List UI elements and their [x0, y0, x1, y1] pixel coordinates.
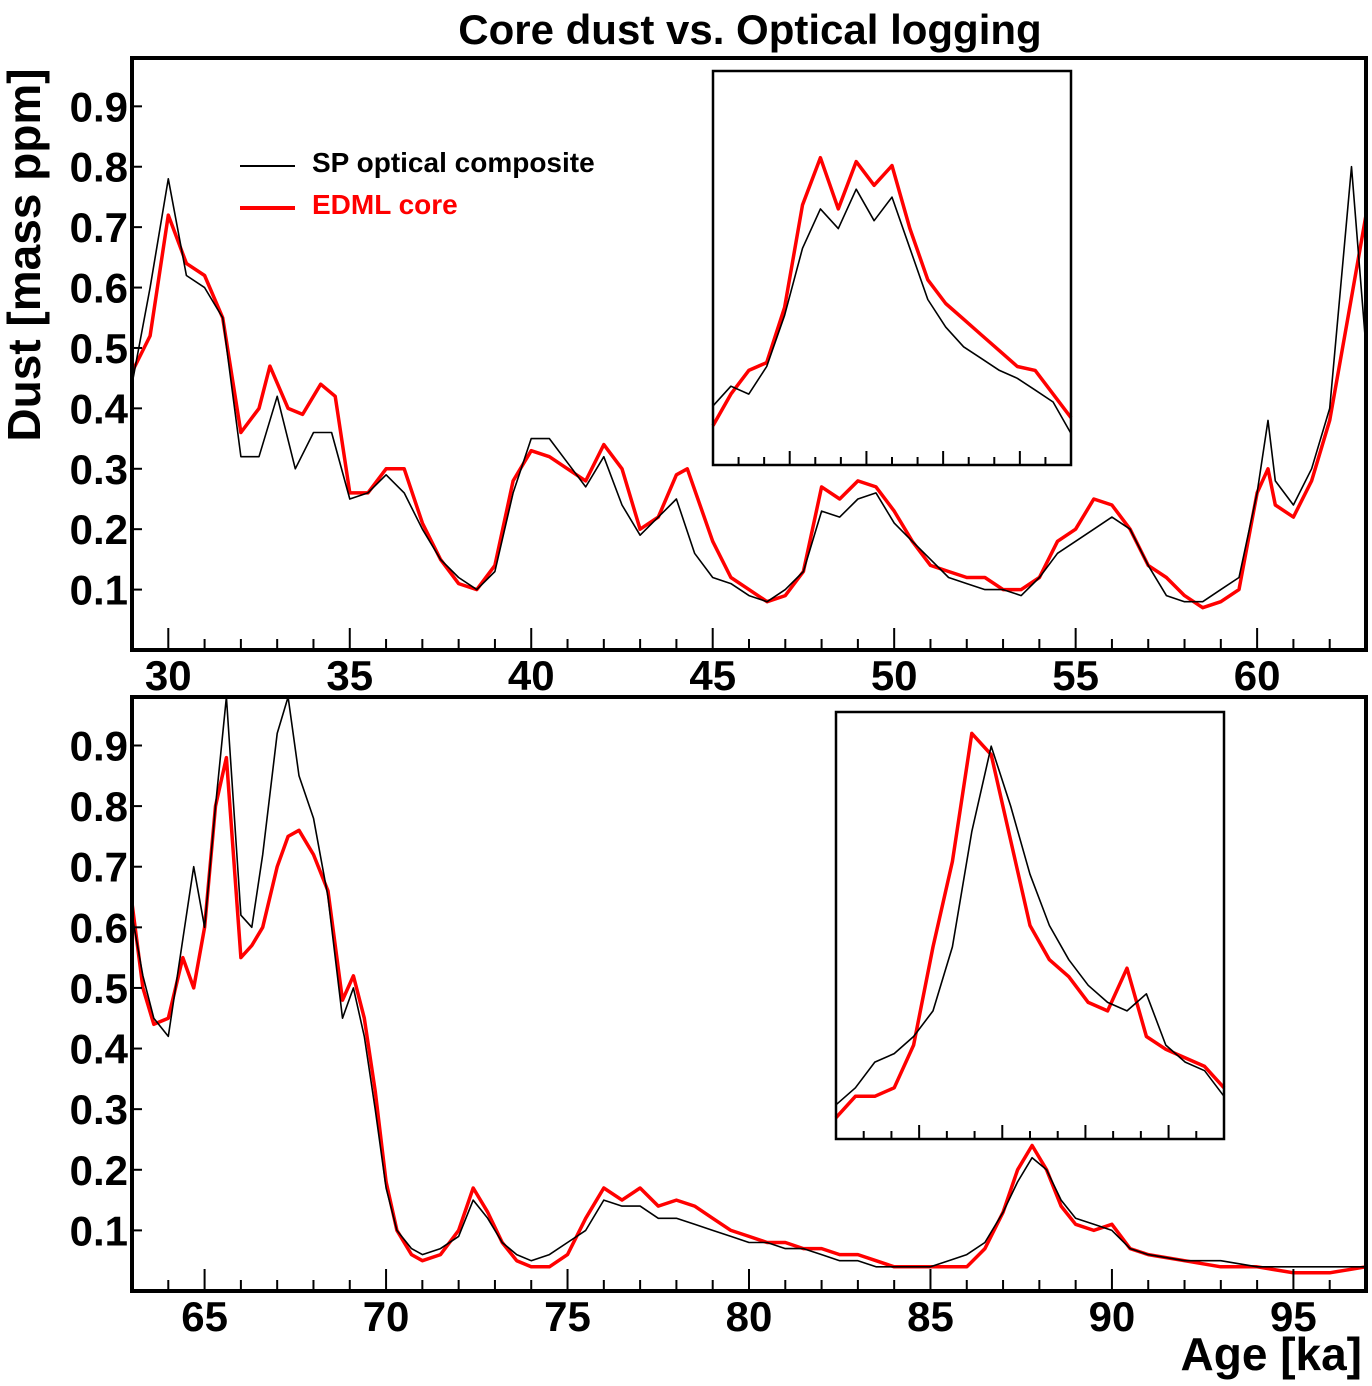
top-panel: 30 35 40 45 50 55 60 0.1 0.2 0.3 0.4 0.5 0.6 0.7 0.8 0.…	[70, 56, 1368, 699]
top-x-tick-label: 45	[689, 652, 736, 699]
top-y-tick-label: 0.5	[70, 325, 128, 372]
top-y-tick-label: 0.3	[70, 446, 128, 493]
top-y-tick-label: 0.2	[70, 506, 128, 553]
bottom-x-tick-label: 75	[544, 1293, 591, 1340]
top-y-tick-label: 0.6	[70, 265, 128, 312]
top-y-tick-label: 0.7	[70, 204, 128, 251]
bottom-y-tick-label: 0.3	[70, 1086, 128, 1133]
legend: SP optical composite EDML core	[240, 147, 595, 220]
top-x-tick-label: 55	[1052, 652, 1099, 699]
bottom-y-tick-label: 0.7	[70, 844, 128, 891]
bottom-inset-frame	[834, 710, 1226, 1141]
bottom-inset-series-edml-core	[834, 731, 1226, 1119]
top-frame	[130, 56, 1368, 652]
bottom-y-tick-label: 0.5	[70, 965, 128, 1012]
legend-label-core: EDML core	[312, 189, 458, 220]
top-inset	[711, 69, 1073, 467]
top-y-tick-label: 0.9	[70, 83, 128, 130]
bottom-series-sp-optical	[131, 696, 1366, 1268]
top-x-tick-label: 60	[1234, 652, 1281, 699]
top-x-tick-label: 40	[508, 652, 555, 699]
x-axis-label: Age [ka]	[1181, 1328, 1362, 1380]
top-inset-series-sp-optical	[712, 188, 1072, 434]
top-y-tick-label: 0.1	[70, 567, 128, 614]
top-inset-frame	[711, 69, 1073, 467]
bottom-x-tick-label: 80	[726, 1293, 773, 1340]
chart-title: Core dust vs. Optical logging	[458, 6, 1041, 53]
top-series-edml-core	[130, 213, 1368, 610]
top-y-tick-label: 0.8	[70, 144, 128, 191]
bottom-y-tick-label: 0.4	[70, 1026, 129, 1073]
y-axis-label: Dust [mass ppm]	[0, 68, 50, 441]
top-series-sp-optical	[131, 165, 1367, 603]
bottom-inset-series-sp-optical	[835, 745, 1225, 1106]
bottom-x-tick-label: 95	[1270, 1293, 1317, 1340]
bottom-y-tick-label: 0.2	[70, 1147, 128, 1194]
bottom-y-tick-label: 0.1	[70, 1207, 128, 1254]
bottom-y-tick-label: 0.6	[70, 904, 128, 951]
legend-label-optical: SP optical composite	[312, 147, 595, 178]
bottom-frame	[130, 695, 1368, 1293]
bottom-y-tick-label: 0.8	[70, 783, 128, 830]
bottom-x-tick-label: 85	[907, 1293, 954, 1340]
top-inset-series-edml-core	[711, 155, 1073, 427]
bottom-x-tick-label: 70	[363, 1293, 410, 1340]
top-x-tick-label: 30	[145, 652, 192, 699]
top-x-tick-label: 50	[871, 652, 918, 699]
top-y-tick-label: 0.4	[70, 385, 129, 432]
bottom-panel: 65 70 75 80 85 90 95 0.1 0.2 0.3 0.4 0.5 0.6 0.7 0.8 0.…	[70, 695, 1368, 1340]
bottom-x-tick-label: 90	[1089, 1293, 1136, 1340]
top-x-tick-label: 35	[326, 652, 373, 699]
bottom-x-tick-label: 65	[181, 1293, 228, 1340]
bottom-inset	[834, 710, 1226, 1141]
bottom-y-tick-label: 0.9	[70, 722, 128, 769]
